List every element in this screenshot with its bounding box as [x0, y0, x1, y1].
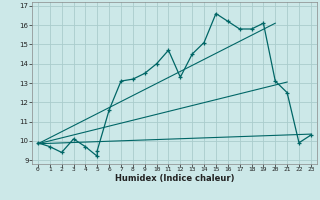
X-axis label: Humidex (Indice chaleur): Humidex (Indice chaleur)	[115, 174, 234, 183]
